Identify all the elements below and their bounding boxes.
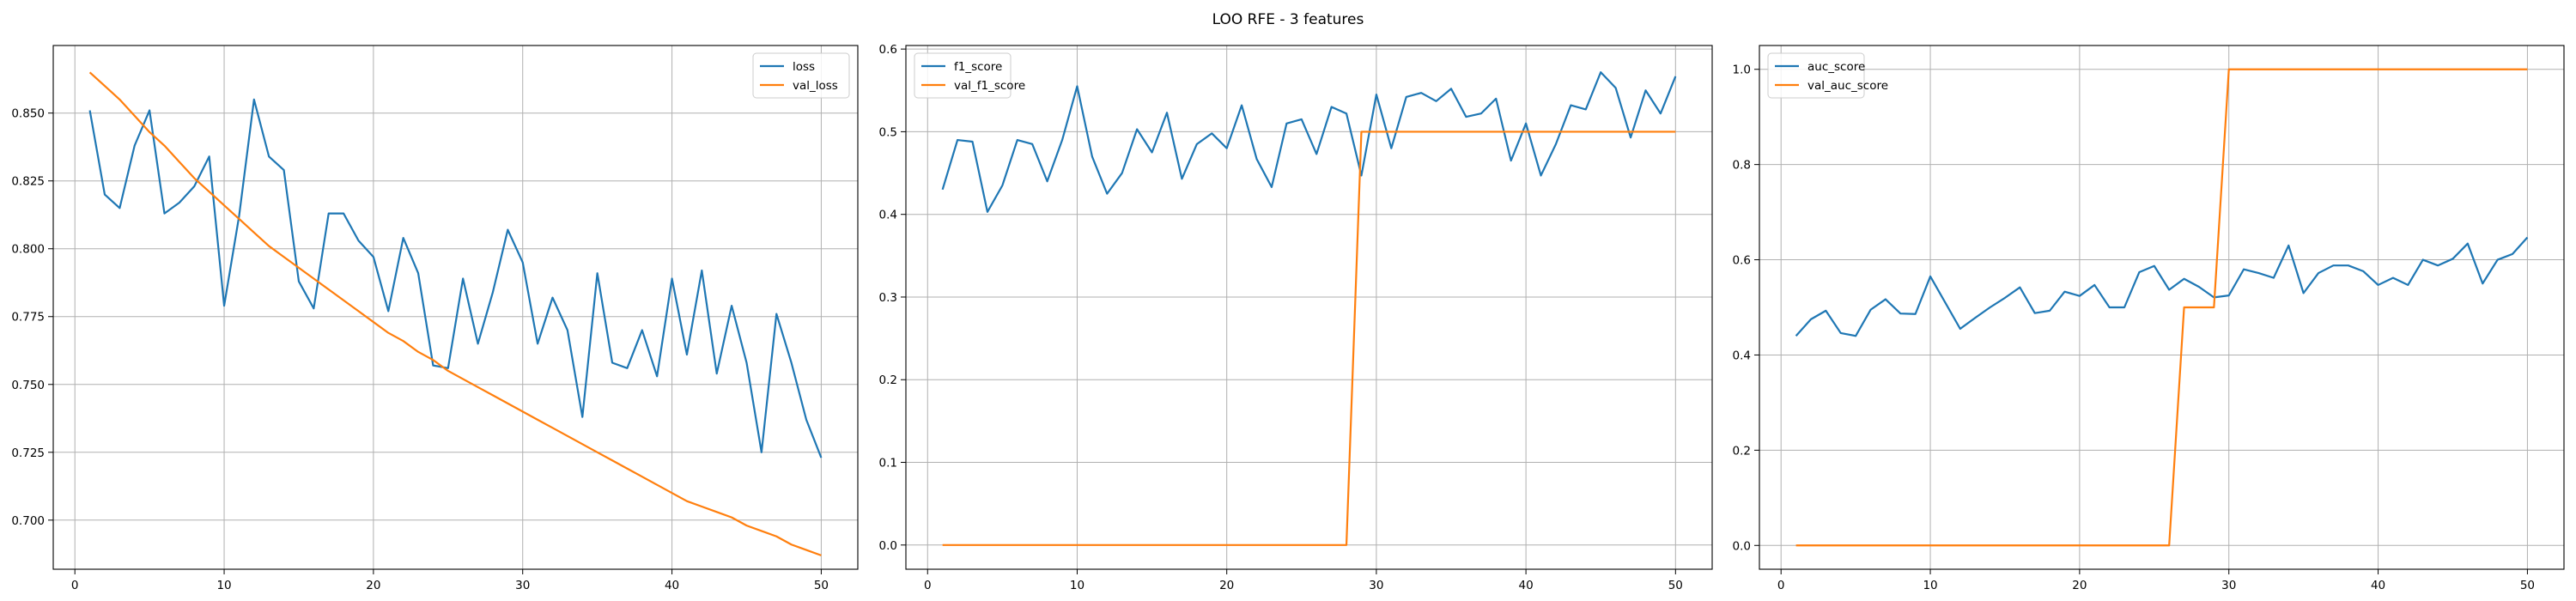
legend-label-auc_score: auc_score — [1807, 60, 1865, 74]
plot-area — [53, 46, 858, 569]
x-tick-label: 20 — [1219, 579, 1234, 592]
y-tick-label: 0.4 — [879, 209, 897, 222]
y-tick-label: 1.0 — [1733, 64, 1751, 77]
y-tick-label: 0.0 — [879, 539, 897, 553]
y-tick-label: 0.5 — [879, 125, 897, 139]
legend-label-f1_score: f1_score — [954, 60, 1002, 74]
y-tick-label: 0.4 — [1733, 349, 1751, 362]
x-tick-label: 50 — [814, 579, 829, 592]
chart-2: 0 10 20 30 40 50 0.0 0.1 0.2 0.3 0.4 0.5 0.6 f1_score… — [879, 43, 1712, 592]
y-tick-label: 0.700 — [11, 514, 45, 528]
x-tick-label: 40 — [2371, 579, 2385, 592]
y-tick-label: 0.800 — [11, 243, 45, 257]
y-tick-label: 0.1 — [879, 457, 897, 470]
x-tick-label: 30 — [2221, 579, 2236, 592]
y-tick-label: 0.6 — [879, 43, 897, 57]
legend-label-loss: loss — [793, 60, 815, 74]
y-tick-label: 0.850 — [11, 107, 45, 121]
y-tick-label: 0.6 — [1733, 254, 1751, 268]
legend-label-val_auc_score: val_auc_score — [1807, 79, 1888, 93]
x-tick-label: 50 — [2520, 579, 2535, 592]
legend: f1_score val_f1_score — [914, 53, 1025, 98]
y-tick-label: 0.2 — [879, 373, 897, 387]
x-tick-label: 0 — [1777, 579, 1785, 592]
x-tick-label: 10 — [1923, 579, 1937, 592]
plot-area — [906, 46, 1712, 569]
figure-title: LOO RFE - 3 features — [1212, 11, 1364, 28]
chart-1: 0 10 20 30 40 50 0.700 0.725 0.750 0.775 0.800 0.82… — [11, 46, 858, 592]
y-tick-label: 0.725 — [11, 446, 45, 460]
chart-3: 0 10 20 30 40 50 0.0 0.2 0.4 0.6 0.8 1.0 auc_scoreva… — [1733, 46, 2564, 592]
x-tick-label: 20 — [366, 579, 380, 592]
x-tick-label: 0 — [924, 579, 932, 592]
x-tick-label: 10 — [1070, 579, 1084, 592]
y-tick-label: 0.750 — [11, 379, 45, 392]
x-tick-label: 30 — [515, 579, 530, 592]
y-tick-label: 0.8 — [1733, 159, 1751, 173]
y-tick-label: 0.775 — [11, 311, 45, 325]
legend-label-val_f1_score: val_f1_score — [954, 79, 1025, 93]
x-tick-label: 10 — [216, 579, 231, 592]
y-tick-label: 0.3 — [879, 291, 897, 305]
y-tick-label: 0.0 — [1733, 539, 1751, 553]
plot-area — [1759, 46, 2564, 569]
x-tick-label: 30 — [1369, 579, 1383, 592]
legend-label-val_loss: val_loss — [793, 79, 838, 93]
y-tick-label: 0.825 — [11, 175, 45, 189]
x-tick-label: 40 — [1519, 579, 1534, 592]
x-tick-label: 20 — [2072, 579, 2087, 592]
x-tick-label: 50 — [1668, 579, 1683, 592]
y-tick-label: 0.2 — [1733, 444, 1751, 458]
x-tick-label: 0 — [71, 579, 79, 592]
legend: loss val_loss — [753, 53, 849, 98]
x-tick-label: 40 — [665, 579, 679, 592]
